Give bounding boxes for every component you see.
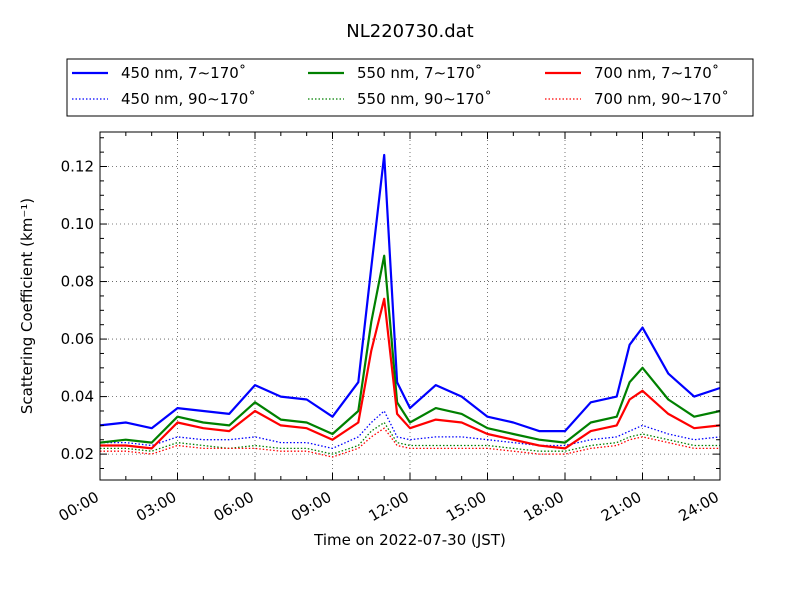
y-axis-label: Scattering Coefficient (km⁻¹)	[18, 198, 36, 414]
y-tick-label: 0.04	[61, 388, 94, 406]
series-line	[100, 297, 721, 450]
y-tick-label: 0.06	[61, 330, 94, 348]
x-axis-label: Time on 2022-07-30 (JST)	[313, 531, 506, 549]
series-layer	[99, 153, 721, 458]
legend-label: 450 nm, 90∼170˚	[121, 90, 256, 108]
legend-label: 450 nm, 7∼170˚	[121, 64, 246, 82]
y-tick-label: 0.02	[61, 445, 94, 463]
y-tick-label: 0.10	[61, 215, 94, 233]
y-tick-label: 0.12	[61, 158, 94, 176]
legend-label: 700 nm, 90∼170˚	[594, 90, 729, 108]
chart-title: NL220730.dat	[346, 21, 473, 42]
legend-label: 700 nm, 7∼170˚	[594, 64, 719, 82]
legend-label: 550 nm, 7∼170˚	[357, 64, 482, 82]
legend: 450 nm, 7∼170˚ 550 nm, 7∼170˚ 700 nm, 7∼17…	[66, 58, 754, 117]
series-line	[99, 153, 721, 433]
legend-frame	[66, 58, 754, 117]
legend-label: 550 nm, 90∼170˚	[357, 90, 492, 108]
series-line	[100, 427, 720, 458]
series-line	[100, 410, 721, 450]
y-tick-label: 0.08	[61, 273, 94, 291]
series-line	[99, 254, 721, 444]
